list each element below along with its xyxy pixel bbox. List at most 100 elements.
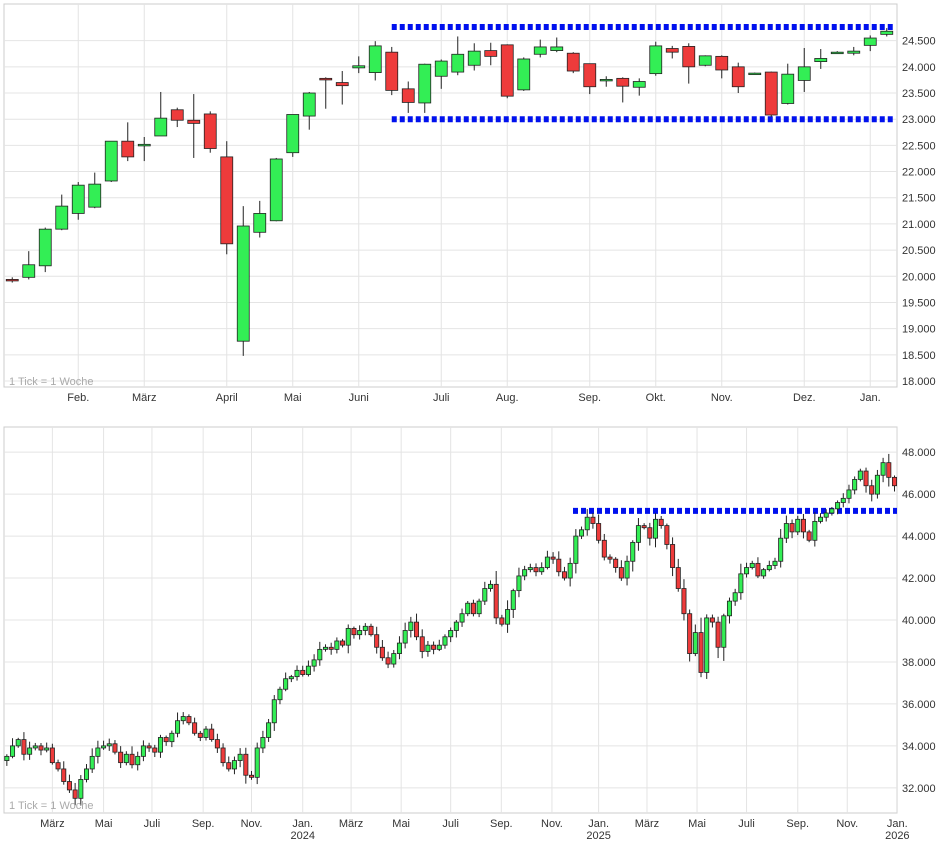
candle-up — [135, 755, 141, 766]
candle-up — [237, 753, 243, 761]
candle-up — [852, 479, 858, 491]
candle-up — [357, 630, 363, 636]
candle-up — [71, 184, 85, 214]
candle-up — [830, 51, 844, 55]
candle-up — [533, 46, 547, 55]
candle-up — [797, 66, 811, 81]
candle-up — [698, 55, 712, 66]
candle-up — [721, 615, 727, 648]
candle-up — [505, 609, 511, 625]
candle-up — [635, 525, 641, 543]
x-tick-label: Mai — [284, 392, 302, 404]
candle-down — [687, 613, 693, 654]
candle-up — [294, 669, 300, 678]
y-tick-label: 48.000 — [902, 447, 936, 459]
candle-up — [847, 50, 861, 54]
x-tick-label: Jan. — [292, 818, 313, 830]
x-tick-label: Juli — [144, 818, 161, 830]
candle-up — [78, 779, 84, 799]
x-tick-label: Jan. — [588, 818, 609, 830]
candle-up — [434, 60, 448, 77]
candle-up — [465, 602, 471, 615]
candle-up — [795, 518, 801, 533]
x-tick-label: Sep. — [578, 392, 601, 404]
candle-down — [675, 567, 681, 589]
candles — [5, 28, 894, 356]
support-resistance-levels — [391, 24, 895, 123]
candle-up — [599, 79, 613, 82]
candle-down — [755, 562, 761, 577]
candle-down — [682, 46, 696, 68]
candle-up — [362, 625, 368, 631]
candle-up — [840, 497, 846, 503]
candle-up — [584, 516, 590, 531]
candle-down — [192, 722, 198, 734]
candle-down — [121, 140, 135, 158]
candle-down — [197, 732, 203, 738]
candle-up — [632, 81, 646, 88]
y-tick-label: 19.000 — [902, 324, 936, 336]
candle-up — [550, 46, 564, 52]
candle-down — [49, 747, 55, 764]
candle-up — [22, 264, 36, 278]
candle-up — [140, 745, 146, 757]
candle-down — [21, 739, 27, 755]
candle-down — [72, 789, 78, 799]
candle-up — [510, 590, 516, 610]
plot-frame — [3, 3, 898, 388]
y-tick-label: 34.000 — [902, 741, 936, 753]
candle-up — [10, 745, 16, 757]
x-tick-label: April — [216, 392, 238, 404]
candle-up — [253, 213, 267, 233]
grid — [4, 4, 897, 387]
candle-down — [118, 751, 124, 764]
candle-up — [254, 747, 260, 778]
candle-up — [104, 140, 118, 182]
candle-up — [180, 716, 186, 722]
x-tick-year: 2025 — [586, 830, 610, 842]
candle-down — [170, 109, 184, 121]
candle-up — [814, 58, 828, 62]
candles — [4, 453, 897, 806]
y-tick-label: 19.500 — [902, 297, 936, 309]
candle-up — [396, 642, 402, 654]
candle-up — [106, 743, 112, 747]
candle-up — [169, 732, 175, 743]
candle-down — [351, 627, 357, 636]
candle-down — [664, 525, 670, 545]
candle-down — [203, 113, 217, 149]
candle-down — [891, 476, 897, 487]
candle-down — [385, 51, 399, 91]
candle-down — [414, 621, 420, 638]
candle-up — [137, 143, 151, 147]
candle-up — [863, 37, 877, 46]
candle-up — [84, 768, 90, 780]
candle-down — [500, 44, 514, 97]
candle-down — [220, 747, 226, 764]
candle-up — [692, 632, 698, 654]
y-tick-label: 42.000 — [902, 573, 936, 585]
candle-down — [681, 588, 687, 615]
y-tick-label: 24.500 — [902, 36, 936, 48]
y-tick-label: 46.000 — [902, 489, 936, 501]
candle-down — [665, 48, 679, 53]
candle-up — [345, 627, 351, 646]
x-tick-label: Jan. — [887, 818, 908, 830]
candle-up — [38, 228, 52, 267]
y-tick-label: 36.000 — [902, 699, 936, 711]
weekly-candlestick-chart-1y: 18.000 18.500 19.000 19.500 20.000 20.500 21.0… — [3, 3, 936, 404]
candle-up — [283, 678, 289, 690]
candle-down — [607, 556, 613, 560]
candle-down — [533, 567, 539, 573]
candle-down — [658, 518, 664, 526]
candle-down — [38, 745, 44, 751]
candle-down — [800, 518, 806, 533]
candle-down — [220, 156, 234, 245]
candle-down — [431, 644, 437, 650]
x-tick-label: Aug. — [496, 392, 519, 404]
y-axis: 18.000 18.500 19.000 19.500 20.000 20.500 21.0… — [902, 36, 936, 388]
candle-up — [95, 747, 101, 757]
y-tick-label: 40.000 — [902, 615, 936, 627]
candle-up — [783, 523, 789, 539]
